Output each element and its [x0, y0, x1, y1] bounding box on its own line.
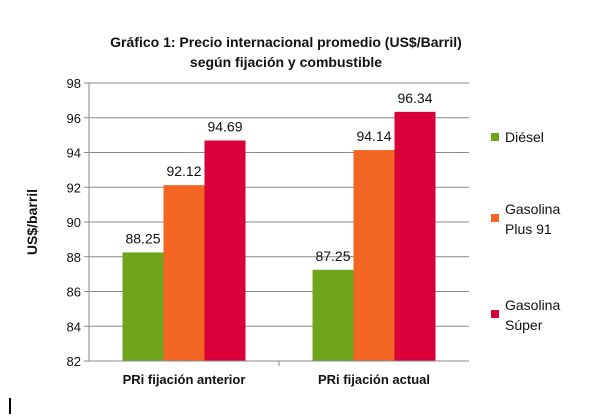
y-axis-ticks: 82 84 86 88 90 92 94 96 98: [67, 76, 89, 369]
legend-swatch: [491, 214, 499, 222]
data-label: 96.34: [397, 90, 432, 106]
legend-label: Plus 91: [505, 221, 552, 237]
legend: Diésel Gasolina Plus 91 Gasolina Súper: [491, 129, 560, 333]
legend-label: Diésel: [505, 129, 544, 145]
legend-label: Gasolina: [505, 201, 560, 217]
y-tick-label: 82: [67, 354, 81, 369]
bar: [122, 252, 164, 361]
data-label: 94.14: [356, 128, 391, 144]
x-category-label: PRi fijación anterior: [123, 372, 246, 387]
y-tick-label: 92: [67, 180, 81, 195]
bars: [122, 111, 436, 361]
text-cursor: [9, 398, 11, 414]
y-axis-title: US$/barril: [24, 189, 40, 255]
x-axis-categories: PRi fijación anterior PRi fijación actual: [123, 372, 430, 387]
chart-title-line-1: Gráfico 1: Precio internacional promedio…: [110, 34, 462, 50]
axes: [88, 83, 469, 366]
y-tick-label: 86: [67, 285, 81, 300]
chart-title-line-2: según fijación y combustible: [190, 54, 382, 70]
legend-label: Gasolina: [505, 297, 560, 313]
legend-swatch: [491, 310, 499, 318]
data-label: 87.25: [315, 248, 350, 264]
y-tick-label: 98: [67, 76, 81, 91]
y-tick-label: 88: [67, 250, 81, 265]
bar: [353, 150, 395, 361]
y-tick-label: 96: [67, 111, 81, 126]
y-tick-label: 94: [67, 146, 81, 161]
bar: [312, 269, 354, 361]
data-label: 88.25: [125, 230, 160, 246]
bar: [204, 140, 246, 361]
data-label: 92.12: [166, 163, 201, 179]
legend-label: Súper: [505, 317, 543, 333]
legend-swatch: [491, 133, 499, 141]
bar: [163, 185, 205, 361]
data-label: 94.69: [207, 119, 242, 135]
y-tick-label: 84: [67, 319, 81, 334]
y-tick-label: 90: [67, 215, 81, 230]
bar: [394, 111, 436, 361]
x-category-label: PRi fijación actual: [318, 372, 430, 387]
data-labels: 88.25 92.12 94.69 87.25 94.14 96.34: [125, 90, 432, 264]
